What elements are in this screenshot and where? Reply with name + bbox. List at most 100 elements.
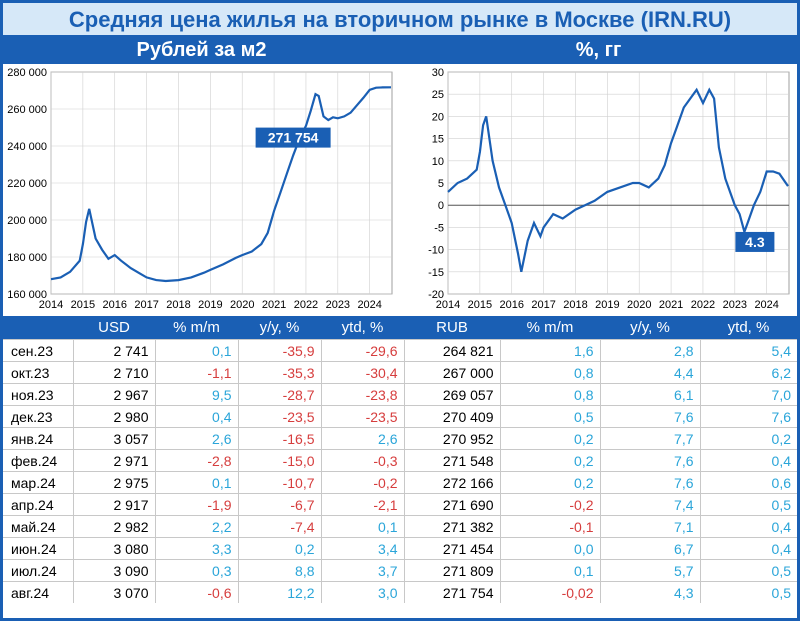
svg-text:2021: 2021	[262, 299, 286, 311]
table-cell: 2 710	[73, 362, 155, 384]
table-cell: 0,5	[700, 494, 797, 516]
table-cell: 4,4	[600, 362, 700, 384]
table-col-header: y/y, %	[238, 316, 321, 340]
table-cell: 0,5	[700, 582, 797, 604]
svg-text:2022: 2022	[691, 299, 715, 311]
table-header-row: USD% m/my/y, %ytd, %RUB% m/my/y, %ytd, %	[3, 316, 797, 340]
table-cell: 0,2	[500, 450, 600, 472]
svg-text:2017: 2017	[531, 299, 555, 311]
svg-text:-5: -5	[434, 222, 444, 234]
table-cell: авг.24	[3, 582, 73, 604]
svg-text:2016: 2016	[102, 299, 126, 311]
svg-text:2024: 2024	[357, 299, 381, 311]
table-row: апр.242 917-1,9-6,7-2,1271 690-0,27,40,5	[3, 494, 797, 516]
table-cell: 0,1	[500, 560, 600, 582]
table-col-header: y/y, %	[600, 316, 700, 340]
table-cell: 3 090	[73, 560, 155, 582]
table-cell: 3,0	[321, 582, 404, 604]
svg-text:271 754: 271 754	[268, 130, 319, 146]
table-cell: 7,0	[700, 384, 797, 406]
table-row: июн.243 0803,30,23,4271 4540,06,70,4	[3, 538, 797, 560]
svg-text:25: 25	[432, 89, 444, 101]
table-cell: сен.23	[3, 340, 73, 362]
svg-text:2014: 2014	[39, 299, 63, 311]
table-cell: 3,3	[155, 538, 238, 560]
table-cell: 3,7	[321, 560, 404, 582]
table-cell: 6,1	[600, 384, 700, 406]
table-cell: 2,6	[155, 428, 238, 450]
main-title-bar: Средняя цена жилья на вторичном рынке в …	[3, 3, 797, 37]
data-table: USD% m/my/y, %ytd, %RUB% m/my/y, %ytd, %…	[3, 316, 797, 603]
main-title: Средняя цена жилья на вторичном рынке в …	[3, 7, 797, 33]
table-cell: окт.23	[3, 362, 73, 384]
table-cell: 7,4	[600, 494, 700, 516]
subtitle-row: Рублей за м2 %, гг	[3, 37, 797, 64]
table-cell: 0,1	[321, 516, 404, 538]
svg-text:5: 5	[438, 178, 444, 190]
table-cell: 5,7	[600, 560, 700, 582]
table-cell: 9,5	[155, 384, 238, 406]
table-row: сен.232 7410,1-35,9-29,6264 8211,62,85,4	[3, 340, 797, 362]
table-cell: 271 809	[404, 560, 500, 582]
table-cell: 7,6	[600, 472, 700, 494]
table-cell: ноя.23	[3, 384, 73, 406]
svg-text:2019: 2019	[198, 299, 222, 311]
table-cell: 271 454	[404, 538, 500, 560]
charts-row: 160 000180 000200 000220 000240 000260 0…	[3, 64, 797, 316]
svg-text:200 000: 200 000	[7, 215, 47, 227]
table-cell: 2 975	[73, 472, 155, 494]
table-cell: -0,1	[500, 516, 600, 538]
table-row: авг.243 070-0,612,23,0271 754-0,024,30,5	[3, 582, 797, 604]
table-cell: -0,02	[500, 582, 600, 604]
table-cell: -10,7	[238, 472, 321, 494]
table-cell: 0,4	[700, 450, 797, 472]
svg-text:2020: 2020	[627, 299, 651, 311]
table-cell: -23,8	[321, 384, 404, 406]
table-cell: 0,2	[500, 428, 600, 450]
table-cell: 0,6	[700, 472, 797, 494]
table-cell: -7,4	[238, 516, 321, 538]
svg-text:220 000: 220 000	[7, 178, 47, 190]
table-cell: -0,2	[321, 472, 404, 494]
table-cell: 7,7	[600, 428, 700, 450]
table-cell: -0,3	[321, 450, 404, 472]
table-cell: -15,0	[238, 450, 321, 472]
table-cell: 7,6	[600, 406, 700, 428]
table-row: янв.243 0572,6-16,52,6270 9520,27,70,2	[3, 428, 797, 450]
table-cell: -16,5	[238, 428, 321, 450]
table-cell: фев.24	[3, 450, 73, 472]
table-cell: 0,4	[155, 406, 238, 428]
table-row: ноя.232 9679,5-28,7-23,8269 0570,86,17,0	[3, 384, 797, 406]
table-row: фев.242 971-2,8-15,0-0,3271 5480,27,60,4	[3, 450, 797, 472]
table-cell: 2,6	[321, 428, 404, 450]
table-cell: -0,6	[155, 582, 238, 604]
table-col-header: % m/m	[155, 316, 238, 340]
table-cell: 270 409	[404, 406, 500, 428]
svg-text:2020: 2020	[230, 299, 254, 311]
svg-text:280 000: 280 000	[7, 67, 47, 79]
table-cell: 0,4	[700, 538, 797, 560]
svg-text:-10: -10	[428, 245, 444, 257]
table-cell: -6,7	[238, 494, 321, 516]
table-row: мар.242 9750,1-10,7-0,2272 1660,27,60,6	[3, 472, 797, 494]
table-cell: -35,9	[238, 340, 321, 362]
svg-text:260 000: 260 000	[7, 104, 47, 116]
table-cell: 2 980	[73, 406, 155, 428]
table-cell: 271 382	[404, 516, 500, 538]
table-cell: 0,5	[700, 560, 797, 582]
svg-text:2015: 2015	[468, 299, 492, 311]
table-cell: 7,1	[600, 516, 700, 538]
svg-text:20: 20	[432, 111, 444, 123]
svg-text:2016: 2016	[499, 299, 523, 311]
table-cell: 7,6	[700, 406, 797, 428]
table-cell: 0,8	[500, 362, 600, 384]
table-col-header	[3, 316, 73, 340]
table-cell: 272 166	[404, 472, 500, 494]
svg-text:10: 10	[432, 156, 444, 168]
table-cell: 0,0	[500, 538, 600, 560]
table-cell: 0,5	[500, 406, 600, 428]
svg-text:2017: 2017	[134, 299, 158, 311]
table-cell: -28,7	[238, 384, 321, 406]
table-col-header: ytd, %	[321, 316, 404, 340]
table-row: окт.232 710-1,1-35,3-30,4267 0000,84,46,…	[3, 362, 797, 384]
